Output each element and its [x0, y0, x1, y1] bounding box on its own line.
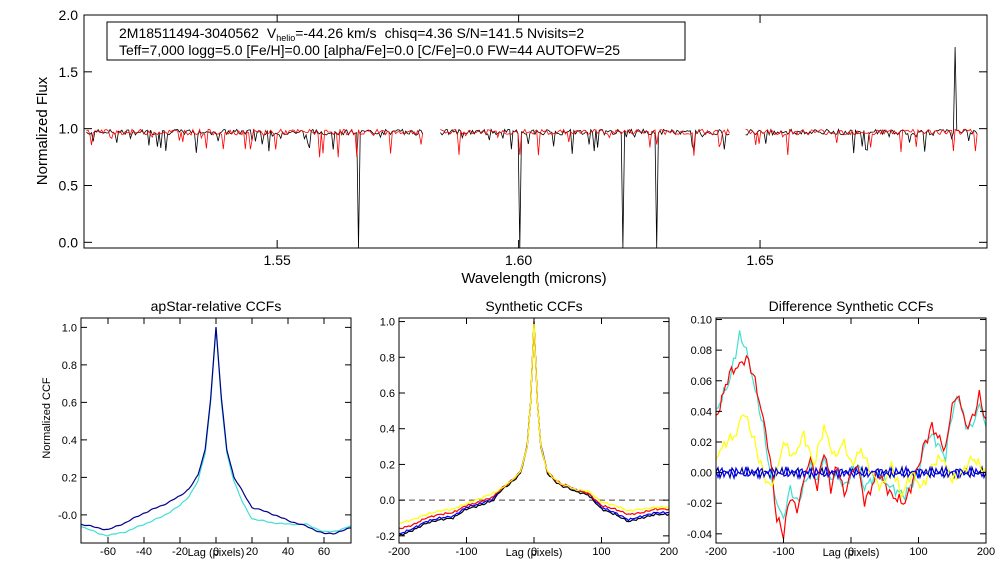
panel2-ytick-label: 0.8 — [380, 352, 395, 364]
info-line-1: 2M18511494-3040562 Vhelio=-44.26 km/s chis… — [119, 25, 584, 43]
star-id: 2M18511494-3040562 — [119, 25, 259, 41]
spectrum-xtick-label: 1.65 — [746, 252, 773, 268]
panel2-plot-area — [399, 320, 669, 537]
panel2-ytick-label: 0.6 — [380, 388, 395, 400]
spectrum-observed-chip-2 — [440, 128, 730, 248]
panel3-ytick-label: 0.04 — [691, 406, 712, 418]
spectrum-ylabel: Normalized Flux — [34, 76, 51, 185]
panel1-xtick-label: -40 — [136, 546, 152, 558]
spectrum-panel: 1.55 1.60 1.65 0.0 0.5 1.0 1.5 2.0 Normalized F… — [34, 7, 988, 287]
spectrum-frame — [83, 14, 988, 249]
panel3-xtick-label: 100 — [909, 546, 927, 558]
panel2-ytick-label: -0.2 — [376, 531, 395, 543]
panel3-xlabel: Lag (pixels) — [823, 547, 880, 559]
spectrum-ticks: 1.55 1.60 1.65 0.0 0.5 1.0 1.5 2.0 — [59, 7, 987, 268]
panel3-series-5 — [716, 464, 986, 481]
panel2-ytick-label: 0.2 — [380, 459, 395, 471]
panel3-ytick-label: -0.02 — [687, 498, 712, 510]
panel1-ytick-label: 1.0 — [62, 322, 77, 334]
panel2-ytick-label: 0.4 — [380, 424, 395, 436]
spectrum-xlabel: Wavelength (microns) — [461, 270, 606, 287]
spectrum-model-chip-2 — [440, 128, 730, 156]
spectrum-ytick-label: 1.0 — [59, 121, 79, 137]
panel1-series-1 — [81, 327, 351, 537]
spectrum-observed-chip-3 — [745, 46, 978, 154]
panel3-xtick-label: -200 — [705, 546, 727, 558]
panel3-xtick-label: 200 — [977, 546, 995, 558]
panel1-ytick-label: -0.0 — [58, 510, 77, 522]
panel2-series-2 — [399, 320, 669, 535]
panel3-series-4 — [716, 414, 986, 500]
ccf-panel-synthetic: Synthetic CCFs -200 -100 0 100 200 -0.2 0.0 0.2… — [376, 298, 678, 559]
vhelio-label: V — [267, 25, 277, 41]
panel3-ytick-label: 0.00 — [691, 468, 712, 480]
panel2-xtick-label: 200 — [660, 546, 678, 558]
vhelio-subscript: helio — [276, 33, 295, 43]
panel2-xlabel: Lag (pixels) — [506, 547, 563, 559]
panel2-series-4 — [399, 320, 669, 525]
panel1-xtick-label: 20 — [246, 546, 258, 558]
spectrum-xtick-label: 1.60 — [505, 252, 532, 268]
panel1-xlabel: Lag (pixels) — [188, 547, 245, 559]
panel2-ytick-label: 0.0 — [380, 495, 395, 507]
panel3-ytick-label: 0.02 — [691, 437, 712, 449]
panel2-xtick-label: 100 — [592, 546, 610, 558]
spectrum-ytick-label: 0.5 — [59, 177, 79, 193]
panel1-ytick-label: 0.6 — [62, 397, 77, 409]
panel1-ytick-label: 0.4 — [62, 435, 77, 447]
panel2-ticks: -200 -100 0 100 200 -0.2 0.0 0.2 0.4 0.6 0.8 1.0 — [376, 317, 678, 558]
ccf-panel-apstar: apStar-relative CCFs -60 -40 -20 0 20 40 60 -0.… — [41, 298, 352, 559]
spectrum-observed-chip-1 — [86, 128, 424, 248]
panel1-xtick-label: 40 — [282, 546, 294, 558]
panel1-frame — [80, 317, 352, 544]
panel2-series-3 — [399, 321, 669, 530]
panel2-xtick-label: -200 — [388, 546, 410, 558]
panel1-title: apStar-relative CCFs — [151, 298, 282, 314]
panel2-title: Synthetic CCFs — [485, 298, 582, 314]
fit-stats: chisq=4.36 S/N=141.5 Nvisits=2 — [385, 25, 585, 41]
panel1-ylabel: Normalized CCF — [41, 377, 53, 459]
panel2-xtick-label: 0 — [531, 546, 537, 558]
panel1-plot-area — [81, 326, 351, 537]
panel3-xtick-label: -100 — [772, 546, 794, 558]
spectrum-xtick-label: 1.55 — [264, 252, 291, 268]
panel2-ytick-label: 1.0 — [380, 317, 395, 329]
panel3-xtick-label: 0 — [848, 546, 854, 558]
panel1-series-2 — [81, 326, 351, 535]
spectrum-plot-area — [86, 46, 978, 248]
panel1-xtick-label: -60 — [100, 546, 116, 558]
panel3-title: Difference Synthetic CCFs — [769, 298, 934, 314]
panel1-ytick-label: 0.2 — [62, 472, 77, 484]
panel2-series-1 — [399, 321, 669, 537]
panel3-plot-area — [716, 330, 986, 540]
panel3-series-3 — [716, 354, 986, 540]
panel3-series-2 — [716, 330, 986, 521]
panel2-xtick-label: -100 — [455, 546, 477, 558]
info-line-2: Teff=7,000 logg=5.0 [Fe/H]=0.00 [alpha/F… — [119, 42, 620, 58]
panel1-ticks: -60 -40 -20 0 20 40 60 -0.0 0.2 0.4 0.6 0.8 1.0 — [58, 318, 351, 558]
panel3-ytick-label: 0.06 — [691, 376, 712, 388]
panel1-xtick-label: 0 — [213, 546, 219, 558]
info-box — [106, 21, 686, 61]
panel2-frame — [398, 317, 670, 544]
spectrum-ytick-label: 2.0 — [59, 7, 79, 23]
ccf-panel-difference: Difference Synthetic CCFs -200 -100 0 100 20… — [687, 298, 995, 559]
panel3-ytick-label: 0.08 — [691, 345, 712, 357]
spectrum-ytick-label: 1.5 — [59, 64, 79, 80]
panel3-frame — [715, 317, 987, 544]
panel3-ytick-label: -0.04 — [687, 529, 712, 541]
panel1-xtick-label: -20 — [172, 546, 188, 558]
panel1-ytick-label: 0.8 — [62, 360, 77, 372]
panel1-xtick-label: 60 — [318, 546, 330, 558]
spectrum-model-chip-3 — [745, 128, 978, 156]
panel3-ytick-label: 0.10 — [691, 315, 712, 327]
vhelio-value: =-44.26 km/s — [295, 25, 376, 41]
spectrum-model-chip-1 — [86, 128, 424, 158]
panel3-ticks: -200 -100 0 100 200 -0.04 -0.02 0.00 0.02 0.04 0.0… — [687, 315, 995, 558]
spectrum-ytick-label: 0.0 — [59, 234, 79, 250]
